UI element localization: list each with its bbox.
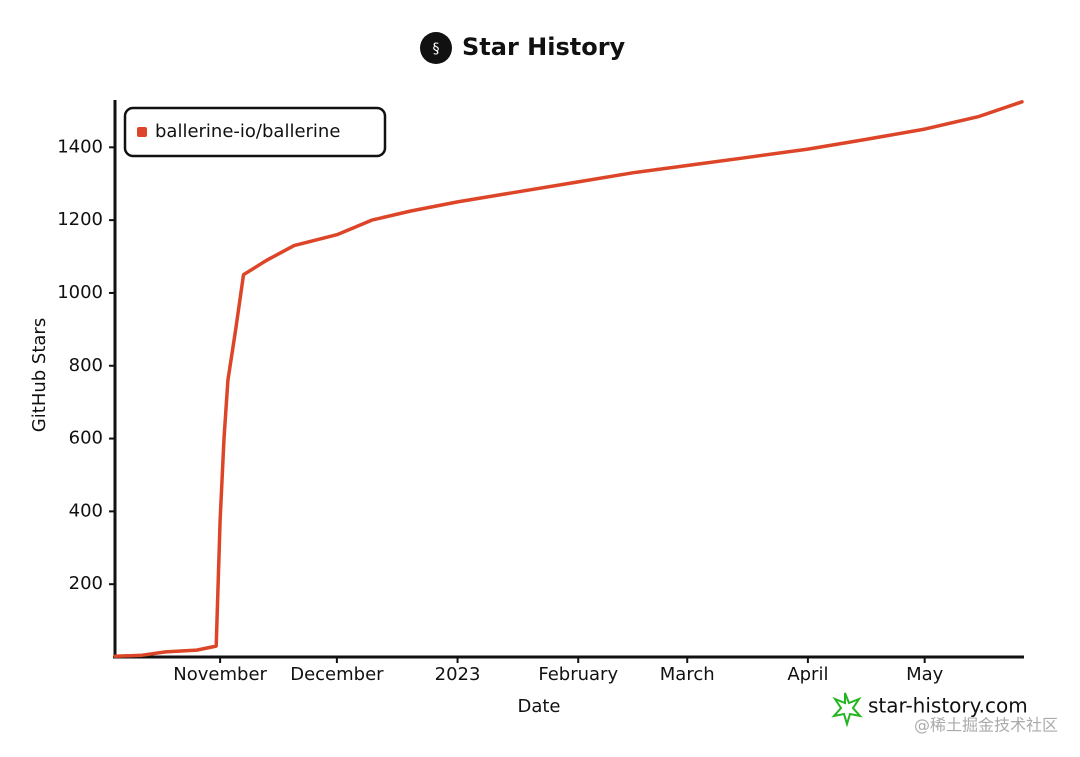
y-axis-label: GitHub Stars: [29, 318, 50, 432]
watermark-logo: [831, 692, 863, 728]
y-tick-label: 1200: [57, 209, 103, 230]
x-tick-label: April: [787, 664, 828, 685]
watermark: star-history.com: [868, 694, 1028, 718]
chart-title: Star History: [462, 33, 626, 61]
x-axis-label: Date: [517, 696, 560, 717]
x-tick-label: 2023: [435, 664, 481, 685]
x-tick-label: November: [173, 664, 267, 685]
y-tick-label: 600: [69, 428, 103, 449]
x-tick-label: February: [538, 664, 618, 685]
x-tick-label: May: [906, 664, 944, 685]
legend-label: ballerine-io/ballerine: [155, 121, 340, 142]
legend-swatch: [137, 127, 147, 137]
y-tick-label: 400: [69, 500, 103, 521]
y-tick-label: 1400: [57, 136, 103, 157]
legend-box: [123, 106, 387, 158]
x-tick-label: March: [660, 664, 715, 685]
series-line: [113, 100, 1024, 659]
logo-glyph: §: [433, 41, 440, 57]
logo: [420, 32, 452, 64]
y-tick-label: 800: [69, 355, 103, 376]
x-tick-label: December: [290, 664, 384, 685]
y-tick-label: 200: [69, 573, 103, 594]
y-tick-label: 1000: [57, 282, 103, 303]
site-watermark: @稀土掘金技术社区: [914, 716, 1058, 735]
